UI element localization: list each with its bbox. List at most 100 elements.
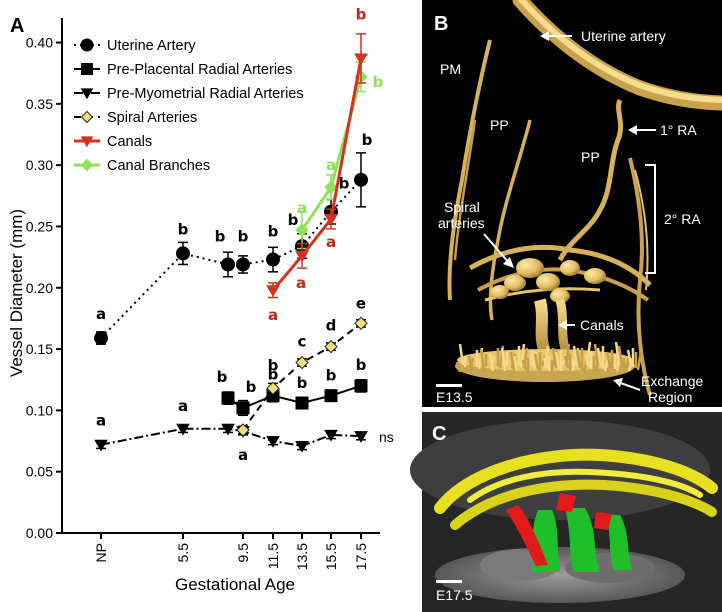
annotation-0: ns xyxy=(379,429,394,445)
data-point-premyometrial-6 xyxy=(324,429,338,442)
legend-marker-uterine xyxy=(80,38,94,52)
data-label-preplacental-1: b xyxy=(246,378,257,396)
legend-label-branches: Canal Branches xyxy=(107,158,210,174)
y-axis-title: Vessel Diameter (mm) xyxy=(7,209,26,377)
secondary-ra-label: 2° RA xyxy=(664,211,701,227)
data-point-canals-2 xyxy=(324,214,338,226)
x-tick-label-0: NP xyxy=(93,543,109,562)
exchange-label-line2: Region xyxy=(648,389,692,405)
uterine-artery-highlight xyxy=(517,0,722,103)
panel-b-image: B Uterine artery PM PP 1° RA PP Spiral a… xyxy=(422,0,722,407)
legend-label-preplacental: Pre-Placental Radial Arteries xyxy=(107,62,292,78)
exchange-villus xyxy=(617,345,624,367)
data-label-canals-1: a xyxy=(296,274,306,292)
data-point-spiral-1 xyxy=(266,381,280,396)
data-label-canals-2: a xyxy=(326,233,336,251)
y-tick-label-0: 0.00 xyxy=(26,525,53,541)
exchange-villus xyxy=(606,361,613,373)
data-label-uterine-4: b xyxy=(268,223,279,241)
data-point-premyometrial-4 xyxy=(266,436,280,448)
panel-b-background xyxy=(422,0,722,407)
data-point-premyometrial-1 xyxy=(176,423,190,436)
panel-c-letter: C xyxy=(432,423,446,445)
x-tick-label-4: 13.5 xyxy=(294,543,310,570)
data-point-canals-1 xyxy=(295,250,309,263)
panel-c-image: C E17.5 xyxy=(410,412,722,612)
y-tick-label-1: 0.05 xyxy=(26,464,53,480)
data-label-canals-0: a xyxy=(268,306,278,324)
exchange-villus xyxy=(627,359,634,372)
y-tick-label-7: 0.35 xyxy=(26,96,53,112)
data-point-spiral-3 xyxy=(324,339,338,354)
data-point-uterine-3 xyxy=(236,257,250,272)
series-line-premyometrial xyxy=(100,427,362,447)
data-point-spiral-4 xyxy=(354,316,368,331)
exchange-villus xyxy=(561,353,568,366)
data-point-uterine-1 xyxy=(176,246,190,261)
data-label-branches-0: a xyxy=(297,199,307,217)
x-tick-label-2: 9.5 xyxy=(235,543,251,563)
data-label-uterine-5: b xyxy=(288,211,299,229)
spiral-arteries-tangle xyxy=(468,244,652,303)
panel-b-stage-label: E13.5 xyxy=(436,389,473,405)
exchange-label-line1: Exchange xyxy=(641,373,703,389)
exchange-villus xyxy=(554,351,561,370)
data-label-spiral-4: e xyxy=(356,294,366,312)
green-canal-branches xyxy=(532,508,632,572)
canal-vessel-1 xyxy=(534,298,551,355)
exchange-villus xyxy=(596,347,603,368)
exchange-villus xyxy=(540,355,547,367)
panel-c-stage-label: E17.5 xyxy=(436,587,473,603)
data-label-premyometrial-1: a xyxy=(178,397,188,415)
data-label-branches-2: b xyxy=(373,73,384,91)
data-label-uterine-1: b xyxy=(178,220,189,238)
legend-label-spiral: Spiral Arteries xyxy=(107,110,197,126)
exchange-villus xyxy=(575,349,582,369)
data-label-uterine-2: b xyxy=(215,227,226,245)
data-label-branches-1: a xyxy=(326,156,336,174)
pm-label: PM xyxy=(440,61,461,77)
data-point-preplacental-5 xyxy=(354,379,368,393)
right-vessel xyxy=(628,157,652,396)
primary-ra-label: 1° RA xyxy=(660,122,697,138)
pp-label-right: PP xyxy=(581,149,600,165)
y-tick-label-4: 0.20 xyxy=(26,280,53,296)
pm-vessel xyxy=(447,39,492,301)
legend-marker-branches xyxy=(80,158,94,172)
series-line-canals xyxy=(271,58,363,292)
y-tick-label-2: 0.10 xyxy=(26,402,53,418)
x-axis-title: Gestational Age xyxy=(175,575,295,594)
data-point-premyometrial-5 xyxy=(295,440,309,453)
spiral-arteries-label-line2: arteries xyxy=(438,215,485,231)
data-label-uterine-6: b xyxy=(339,175,350,193)
legend-marker-canals xyxy=(80,136,94,148)
data-point-spiral-0 xyxy=(236,423,250,437)
legend-label-premyometrial: Pre-Myometrial Radial Arteries xyxy=(107,86,304,102)
x-tick-label-1: 5.5 xyxy=(175,543,191,563)
data-point-premyometrial-2 xyxy=(221,423,235,436)
legend-marker-premyometrial xyxy=(80,88,94,100)
x-tick-label-5: 15.5 xyxy=(323,543,339,570)
data-label-spiral-1: b xyxy=(268,356,279,374)
data-point-canals-0 xyxy=(266,285,280,297)
legend-label-uterine: Uterine Artery xyxy=(107,38,196,54)
exchange-villus xyxy=(455,361,462,373)
data-label-spiral-2: c xyxy=(298,333,307,351)
exchange-villus xyxy=(522,347,529,369)
y-tick-label-8: 0.40 xyxy=(26,35,53,51)
right-vessel-thin xyxy=(634,169,649,291)
data-point-branches-1 xyxy=(324,180,338,194)
exchange-villus xyxy=(468,357,475,371)
legend-label-canals: Canals xyxy=(107,134,152,150)
data-point-preplacental-4 xyxy=(324,389,338,403)
exchange-villus xyxy=(585,341,592,366)
data-point-canals-3 xyxy=(354,53,368,66)
exchange-villus xyxy=(479,349,486,373)
y-tick-label-6: 0.30 xyxy=(26,157,53,173)
exchange-villus xyxy=(489,355,496,370)
exchange-villus xyxy=(564,343,571,367)
exchange-villus xyxy=(458,343,465,366)
data-point-uterine-2 xyxy=(221,257,235,272)
legend-marker-preplacental xyxy=(81,63,93,75)
